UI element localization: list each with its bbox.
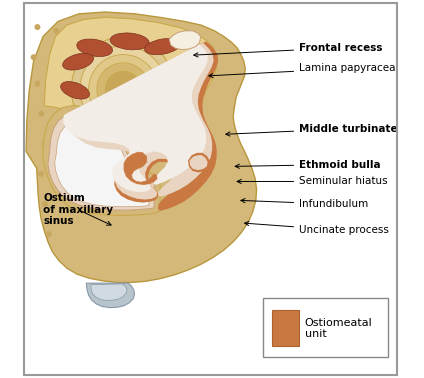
Text: Uncinate process: Uncinate process xyxy=(245,222,389,235)
Polygon shape xyxy=(190,155,208,170)
Circle shape xyxy=(38,171,44,177)
Polygon shape xyxy=(48,112,154,210)
Ellipse shape xyxy=(148,109,184,126)
Polygon shape xyxy=(63,44,208,192)
Circle shape xyxy=(89,54,158,124)
Ellipse shape xyxy=(145,39,180,55)
Text: Frontal recess: Frontal recess xyxy=(194,43,382,57)
Ellipse shape xyxy=(110,33,149,50)
Circle shape xyxy=(80,46,167,133)
Text: Ostium
of maxillary
sinus: Ostium of maxillary sinus xyxy=(43,193,113,226)
Circle shape xyxy=(38,111,44,117)
Polygon shape xyxy=(26,12,257,282)
Text: Seminular hiatus: Seminular hiatus xyxy=(237,177,388,186)
FancyBboxPatch shape xyxy=(263,298,388,356)
Circle shape xyxy=(34,24,40,30)
Text: Infundibulum: Infundibulum xyxy=(241,198,368,209)
Circle shape xyxy=(42,201,48,207)
Circle shape xyxy=(97,63,150,116)
Polygon shape xyxy=(68,41,218,211)
Polygon shape xyxy=(43,105,160,215)
Circle shape xyxy=(50,50,56,56)
Text: Ostiomeatal
unit: Ostiomeatal unit xyxy=(305,318,373,339)
Polygon shape xyxy=(44,17,218,152)
Polygon shape xyxy=(55,119,150,207)
Polygon shape xyxy=(86,283,134,308)
FancyBboxPatch shape xyxy=(272,310,299,346)
Ellipse shape xyxy=(77,39,112,57)
Circle shape xyxy=(53,28,59,34)
Polygon shape xyxy=(169,31,201,50)
Polygon shape xyxy=(91,284,127,301)
Circle shape xyxy=(42,141,48,147)
Circle shape xyxy=(105,71,141,107)
Ellipse shape xyxy=(61,82,89,99)
Ellipse shape xyxy=(63,53,93,70)
Circle shape xyxy=(46,231,52,237)
Polygon shape xyxy=(188,153,210,172)
Ellipse shape xyxy=(176,87,204,104)
Ellipse shape xyxy=(172,58,201,79)
Text: Ethmoid bulla: Ethmoid bulla xyxy=(235,160,381,169)
Text: Lamina papyracea: Lamina papyracea xyxy=(209,64,396,77)
Polygon shape xyxy=(65,43,214,200)
Circle shape xyxy=(34,81,40,87)
Circle shape xyxy=(71,37,175,141)
Polygon shape xyxy=(124,152,157,184)
Circle shape xyxy=(31,54,36,60)
Text: Middle turbinate: Middle turbinate xyxy=(226,124,398,136)
Ellipse shape xyxy=(115,116,154,133)
